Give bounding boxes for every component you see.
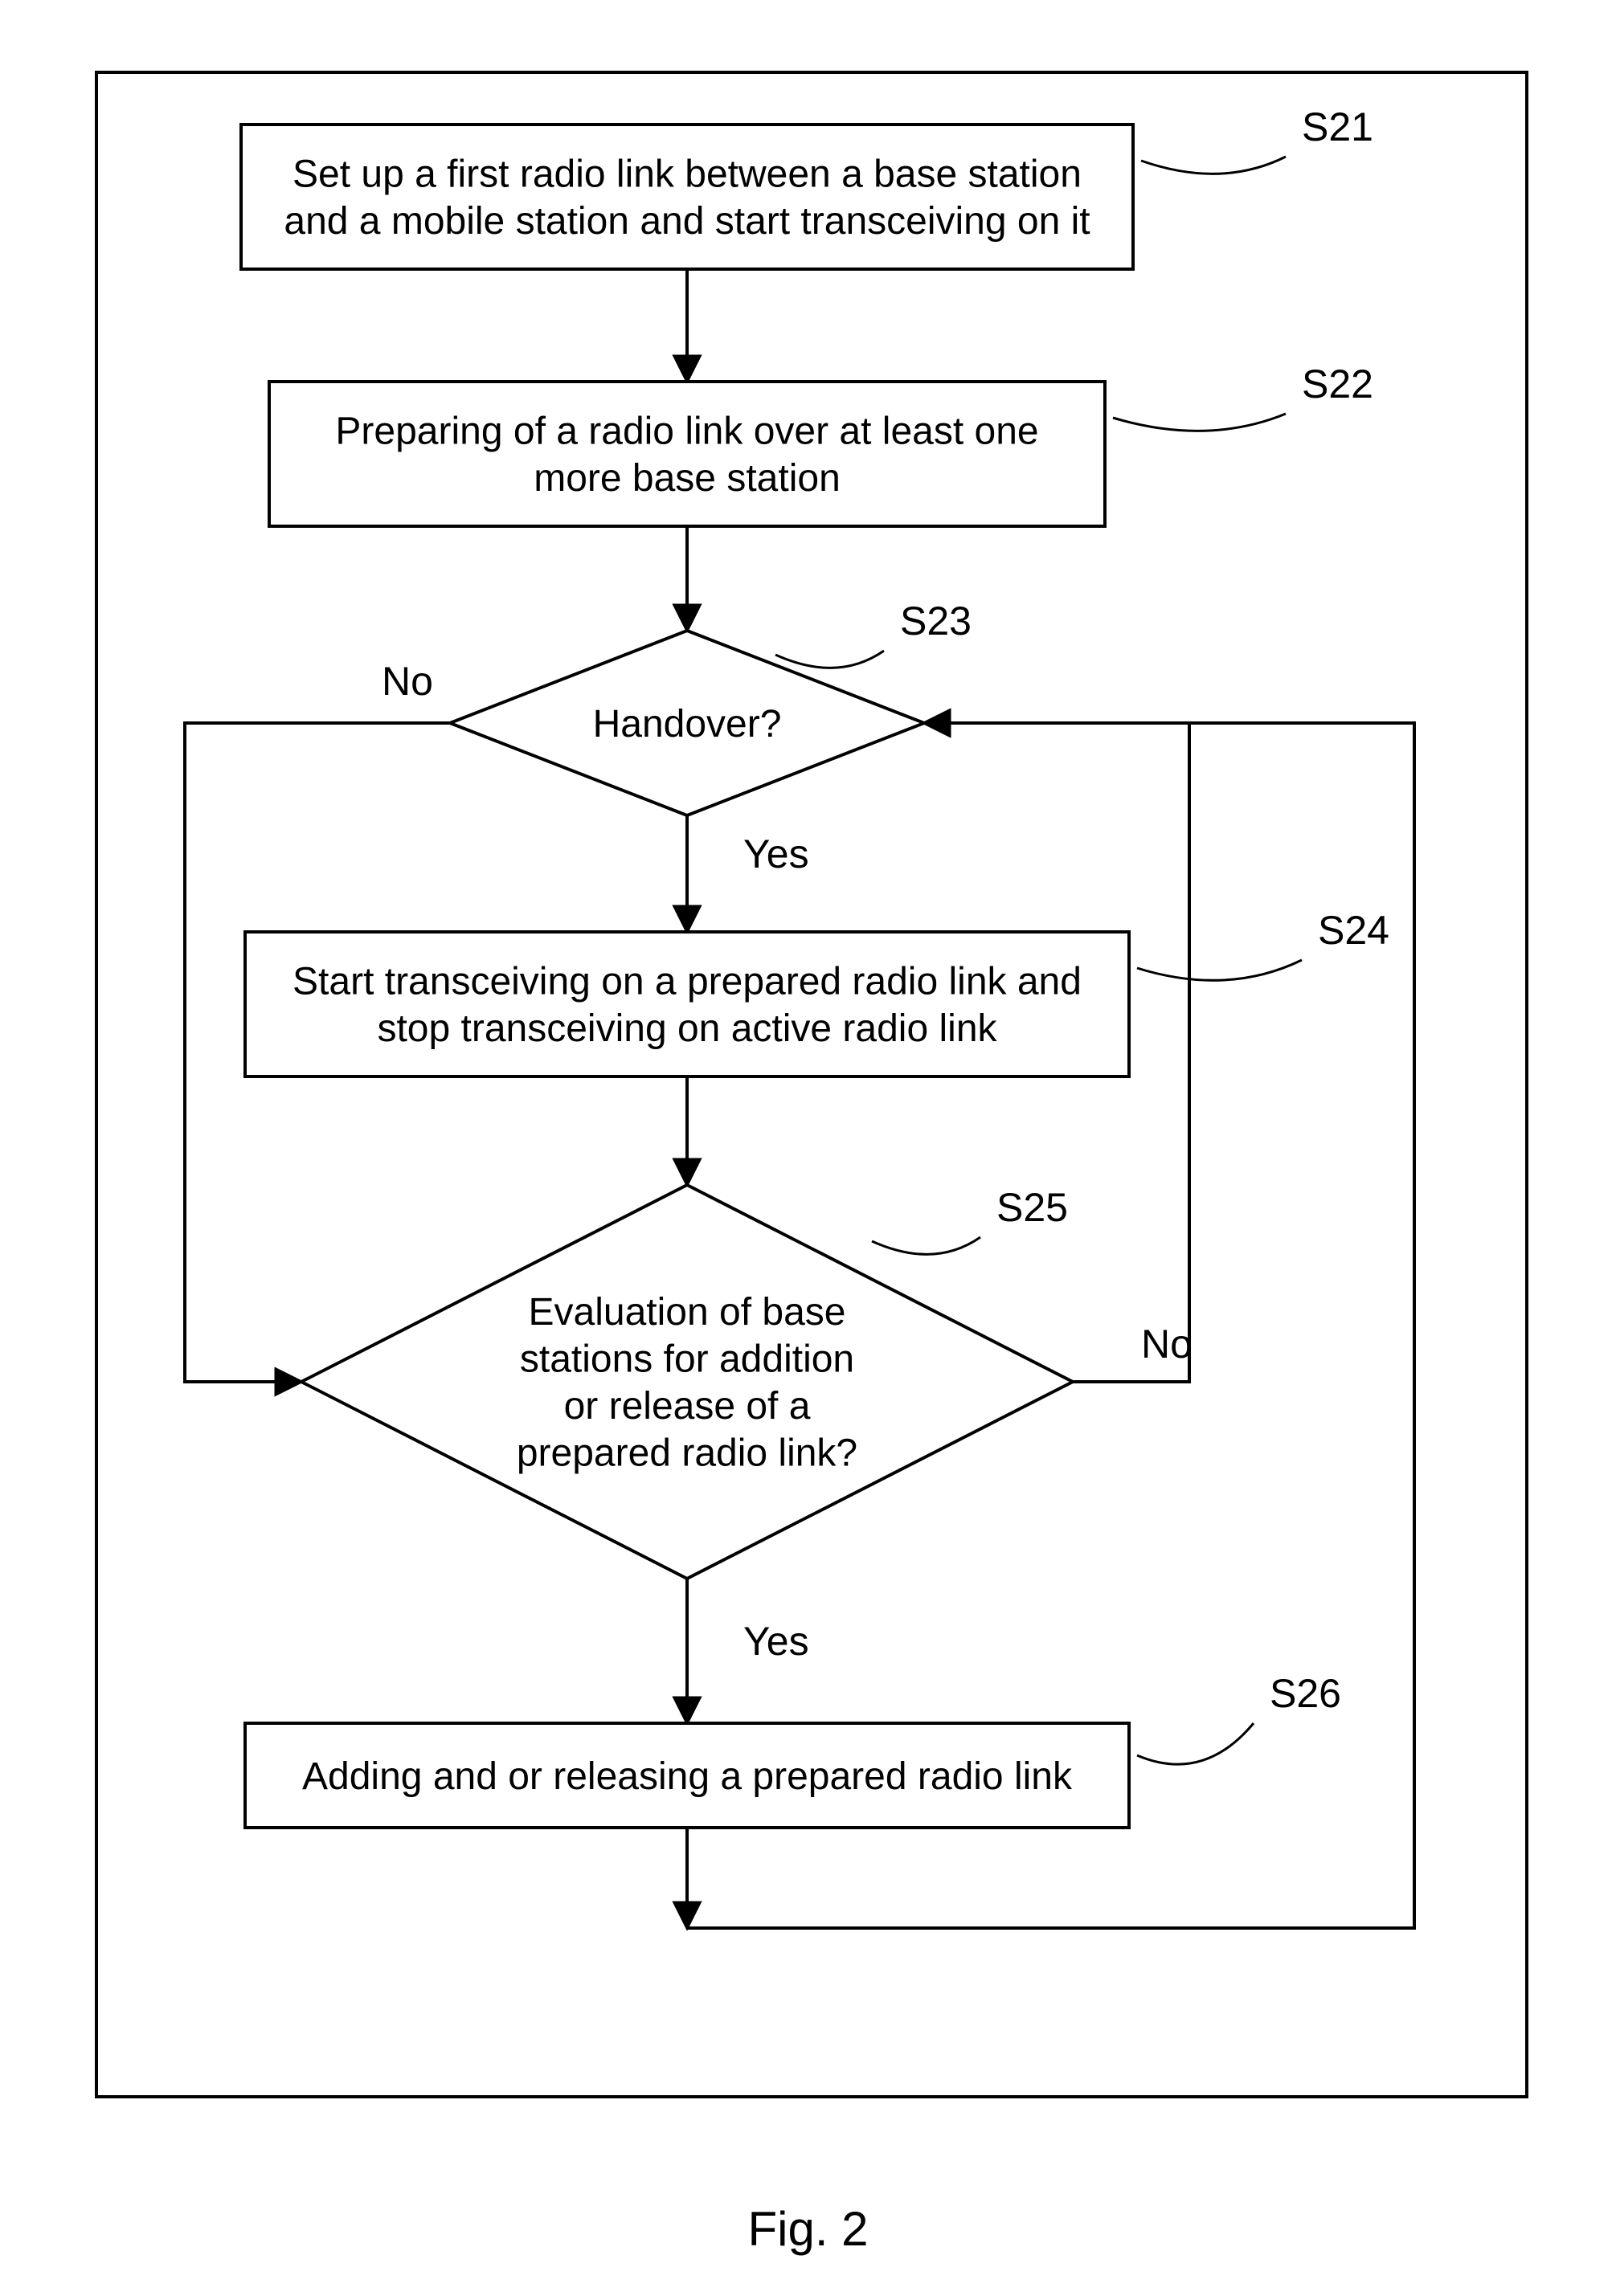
node-s21: Set up a first radio link between a base… — [241, 104, 1373, 269]
id-connector-S25 — [872, 1237, 980, 1254]
id-connector-S26 — [1137, 1723, 1254, 1764]
id-label-S23: S23 — [900, 599, 972, 643]
edge-label-6: No — [382, 659, 433, 704]
id-label-S21: S21 — [1302, 104, 1373, 149]
nodes: Set up a first radio link between a base… — [241, 104, 1389, 1828]
id-label-S26: S26 — [1270, 1671, 1341, 1716]
flowchart-svg: Yes Yes No No Set up a first radio link betw… — [0, 0, 1616, 2169]
node-s24: Start transceiving on a prepared radio l… — [245, 908, 1389, 1077]
node-s26: Adding and or releasing a prepared radio… — [245, 1671, 1341, 1828]
id-connector-S22 — [1113, 414, 1286, 431]
node-s25: Evaluation of basestations for additiono… — [301, 1185, 1073, 1579]
edge-label-4: Yes — [743, 1619, 809, 1664]
id-label-S25: S25 — [996, 1185, 1068, 1230]
id-label-S24: S24 — [1318, 908, 1389, 953]
edge-label-7: No — [1141, 1322, 1193, 1367]
figure-caption: Fig. 2 — [747, 2201, 868, 2257]
node-s23: Handover? S23 — [450, 599, 972, 815]
id-connector-S23 — [775, 651, 884, 668]
node-s22: Preparing of a radio link over at least … — [269, 362, 1373, 526]
id-connector-S24 — [1137, 960, 1302, 980]
id-label-S22: S22 — [1302, 362, 1373, 406]
edge-label-2: Yes — [743, 831, 809, 876]
node-text-s26: Adding and or releasing a prepared radio… — [302, 1755, 1073, 1798]
node-text-s23: Handover? — [593, 703, 782, 746]
id-connector-S21 — [1141, 157, 1286, 174]
